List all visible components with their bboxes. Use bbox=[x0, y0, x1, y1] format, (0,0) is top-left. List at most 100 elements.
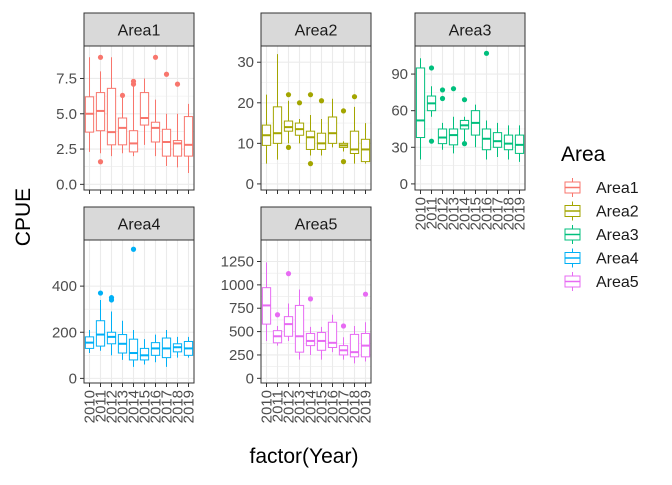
box-iqr bbox=[349, 130, 360, 154]
outlier-point bbox=[130, 78, 137, 84]
x-tick-label: 2019 bbox=[512, 197, 529, 230]
x-tick-label: 2015 bbox=[314, 390, 331, 423]
x-tick-label: 2011 bbox=[424, 197, 441, 229]
y-tick-label: 0 bbox=[246, 176, 254, 193]
x-tick-label: 2013 bbox=[446, 197, 463, 230]
facet-strip bbox=[260, 206, 372, 241]
box-area3-2011 bbox=[426, 65, 437, 144]
y-tick-label: 0 bbox=[69, 370, 77, 387]
box-area5-2011 bbox=[272, 312, 283, 346]
outlier-point bbox=[97, 54, 104, 60]
outlier-point bbox=[450, 86, 457, 92]
box-area4-2016 bbox=[150, 334, 161, 363]
facet-strip-label: Area1 bbox=[118, 23, 161, 40]
box-area2-2019 bbox=[360, 123, 371, 164]
y-tick-label: 1250 bbox=[221, 253, 254, 270]
legend: Area Area1 Area2 Area3 Area4 Area5 bbox=[561, 143, 639, 293]
box-area1-2018 bbox=[172, 81, 183, 168]
outlier-point bbox=[362, 291, 369, 297]
box-iqr bbox=[150, 121, 161, 143]
box-area3-2018 bbox=[503, 125, 514, 160]
outlier-point bbox=[461, 97, 468, 103]
facet-strip bbox=[83, 206, 195, 241]
legend-label: Area4 bbox=[596, 251, 639, 268]
outlier-point bbox=[285, 92, 292, 98]
facet-strip bbox=[414, 12, 526, 47]
box-iqr bbox=[415, 67, 426, 139]
y-tick-label: 250 bbox=[229, 347, 254, 364]
legend-label: Area5 bbox=[596, 274, 639, 291]
outlier-point bbox=[439, 95, 446, 102]
outlier-point bbox=[285, 271, 292, 277]
box-area5-2019 bbox=[360, 291, 371, 362]
x-tick-label: 2016 bbox=[479, 197, 496, 230]
outlier-point bbox=[307, 161, 314, 167]
box-area5-2012 bbox=[283, 271, 294, 341]
outlier-point bbox=[296, 100, 303, 106]
box-iqr bbox=[448, 128, 459, 146]
outlier-point bbox=[274, 312, 281, 318]
outlier-point bbox=[340, 108, 347, 114]
outlier-point bbox=[428, 138, 435, 144]
facet-strip-label: Area3 bbox=[449, 23, 492, 40]
outlier-point bbox=[174, 81, 181, 87]
box-iqr bbox=[492, 132, 503, 148]
x-tick-label: 2015 bbox=[468, 197, 485, 230]
box-area2-2012 bbox=[283, 92, 294, 151]
x-tick-label: 2018 bbox=[501, 197, 518, 230]
facet-strip-label: Area4 bbox=[118, 217, 161, 234]
outlier-point bbox=[97, 159, 104, 165]
y-tick-label: 60 bbox=[391, 103, 408, 120]
box-area2-2018 bbox=[349, 94, 360, 164]
box-area3-2014 bbox=[459, 97, 470, 147]
x-tick-label: 2019 bbox=[358, 390, 375, 423]
box-iqr bbox=[128, 338, 139, 361]
box-iqr bbox=[349, 333, 360, 358]
x-tick-label: 2013 bbox=[115, 390, 132, 423]
y-tick-label: 500 bbox=[229, 324, 254, 341]
facet-strip bbox=[260, 12, 372, 47]
box-area1-2017 bbox=[161, 71, 172, 166]
x-tick-label: 2010 bbox=[82, 390, 99, 423]
outlier-point bbox=[97, 290, 104, 296]
box-area4-2010 bbox=[84, 329, 95, 354]
outlier-point bbox=[340, 323, 347, 329]
x-tick-label: 2011 bbox=[93, 390, 110, 422]
facet-strip bbox=[83, 12, 195, 47]
box-area5-2017 bbox=[338, 323, 349, 360]
box-area3-2010 bbox=[415, 58, 426, 160]
x-tick-label: 2010 bbox=[413, 197, 430, 230]
box-iqr bbox=[283, 316, 294, 337]
box-iqr bbox=[294, 304, 305, 353]
x-tick-label: 2012 bbox=[281, 390, 298, 423]
box-area2-2014 bbox=[305, 92, 316, 167]
legend-label: Area3 bbox=[596, 227, 639, 244]
box-iqr bbox=[272, 106, 283, 144]
outlier-point bbox=[108, 295, 115, 301]
outlier-point bbox=[340, 159, 347, 165]
box-area1-2010 bbox=[84, 57, 95, 152]
box-area3-2017 bbox=[492, 122, 503, 158]
y-tick-label: 0.0 bbox=[56, 176, 77, 193]
x-tick-label: 2012 bbox=[104, 390, 121, 423]
outlier-point bbox=[152, 54, 159, 60]
box-area4-2018 bbox=[172, 336, 183, 358]
box-area3-2015 bbox=[470, 104, 481, 148]
box-iqr bbox=[139, 92, 150, 126]
outlier-point bbox=[461, 141, 468, 147]
box-iqr bbox=[183, 116, 194, 157]
box-area3-2012 bbox=[437, 87, 448, 150]
x-tick-label: 2016 bbox=[148, 390, 165, 423]
y-tick-label: 0 bbox=[246, 370, 254, 387]
x-tick-label: 2017 bbox=[159, 390, 176, 423]
facet-strip-label: Area2 bbox=[295, 23, 338, 40]
x-tick-label: 2013 bbox=[292, 390, 309, 423]
panel-background bbox=[261, 240, 371, 383]
box-area1-2014 bbox=[128, 78, 139, 157]
y-tick-label: 10 bbox=[237, 135, 254, 152]
box-iqr bbox=[139, 347, 150, 361]
box-area4-2015 bbox=[139, 339, 150, 365]
x-tick-label: 2017 bbox=[490, 197, 507, 230]
y-tick-label: 2.5 bbox=[56, 141, 77, 158]
outlier-point bbox=[285, 144, 292, 151]
